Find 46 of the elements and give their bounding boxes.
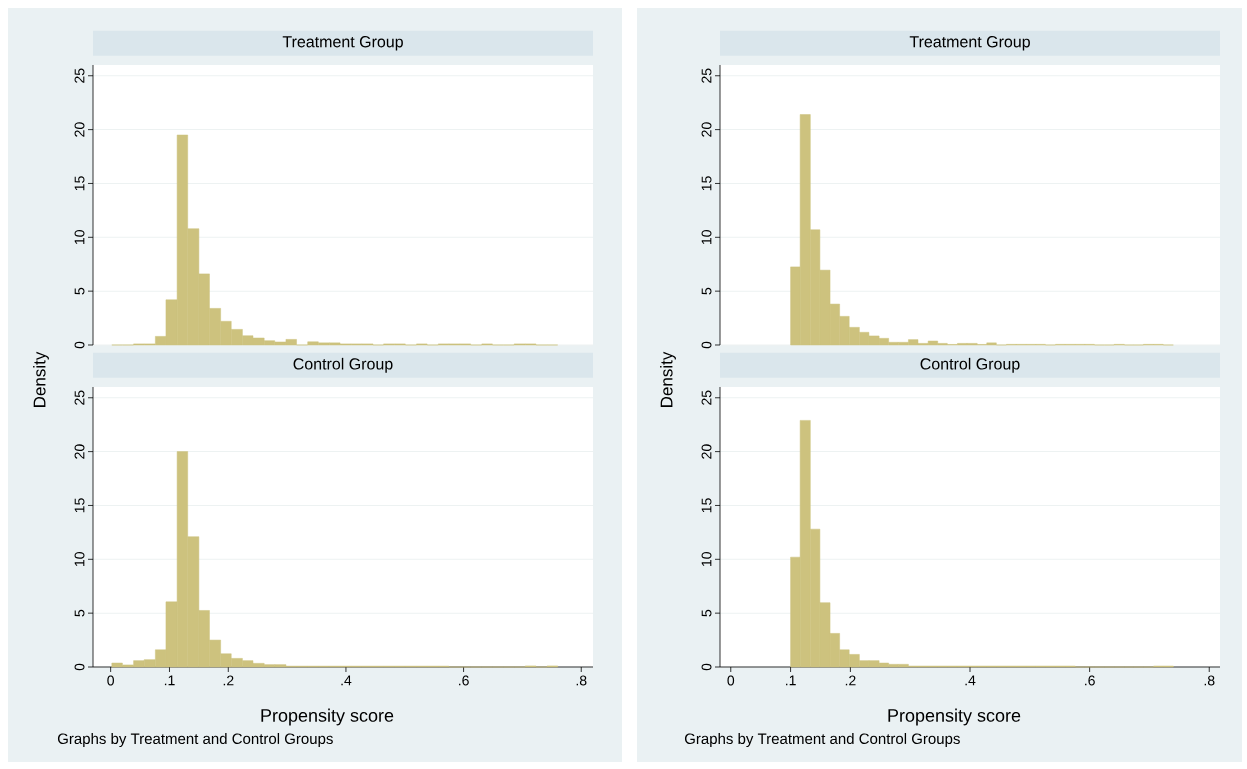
y-tick-label: 10 — [74, 552, 85, 567]
y-tick-label: 10 — [701, 552, 712, 567]
x-tick-label: .6 — [459, 675, 469, 686]
y-tick-label: 20 — [74, 122, 85, 137]
y-tick-label: 10 — [74, 230, 85, 245]
y-tick-label: 15 — [701, 176, 712, 191]
y-tick-label: 5 — [74, 609, 85, 617]
x-tick-label: 0 — [107, 675, 114, 686]
x-tick-label: .6 — [1085, 675, 1095, 686]
y-tick-label: 25 — [74, 390, 85, 405]
y-tick-label: 15 — [701, 498, 712, 513]
chart-title: Treatment Group — [909, 36, 1030, 51]
y-axis-title: Density — [660, 351, 676, 407]
text: Graphs by Treatment and Control Groups — [57, 733, 333, 747]
chart-title: Control Group — [293, 357, 393, 373]
y-axis-title: Density — [33, 351, 49, 407]
x-axis-title: Propensity score — [888, 708, 1021, 726]
chart-title: Control Group — [920, 357, 1020, 373]
x-tick-label: .2 — [845, 675, 856, 686]
x-tick-label: .4 — [965, 675, 976, 686]
y-tick-label: 0 — [701, 663, 712, 671]
y-tick-label: 0 — [701, 341, 712, 349]
text: Graphs by Treatment and Control Groups — [684, 733, 960, 747]
y-tick-label: 15 — [74, 176, 85, 191]
x-tick-label: .1 — [164, 675, 175, 686]
y-tick-label: 25 — [701, 390, 712, 405]
y-tick-label: 10 — [701, 230, 712, 245]
x-tick-label: .8 — [1204, 675, 1215, 686]
y-tick-label: 5 — [701, 609, 712, 617]
x-tick-label: .8 — [576, 675, 587, 686]
x-tick-label: 0 — [727, 675, 735, 686]
y-tick-label: 20 — [701, 122, 712, 137]
y-tick-label: 5 — [701, 287, 712, 295]
y-tick-label: 20 — [701, 444, 712, 459]
y-tick-label: 25 — [74, 68, 85, 83]
y-tick-label: 0 — [74, 663, 85, 671]
y-tick-label: 15 — [74, 498, 85, 513]
y-tick-label: 5 — [74, 287, 85, 295]
x-tick-label: .2 — [223, 675, 234, 686]
x-tick-label: .1 — [786, 675, 796, 686]
chart-title: Treatment Group — [282, 36, 403, 51]
x-axis-title: Propensity score — [261, 708, 394, 726]
y-tick-label: 25 — [701, 68, 712, 83]
y-tick-label: 20 — [74, 444, 85, 459]
x-tick-label: .4 — [341, 675, 352, 686]
y-tick-label: 0 — [74, 341, 85, 349]
